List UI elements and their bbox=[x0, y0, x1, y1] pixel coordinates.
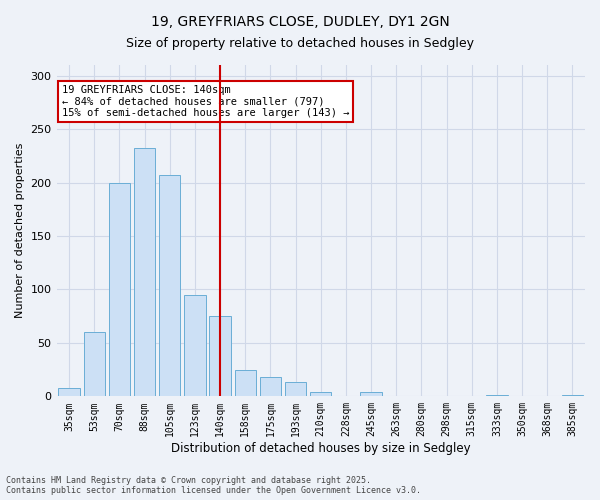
Bar bbox=[310, 392, 331, 396]
Bar bbox=[83, 332, 105, 396]
Bar bbox=[235, 370, 256, 396]
Bar bbox=[184, 295, 206, 396]
Bar bbox=[109, 182, 130, 396]
Text: 19 GREYFRIARS CLOSE: 140sqm
← 84% of detached houses are smaller (797)
15% of se: 19 GREYFRIARS CLOSE: 140sqm ← 84% of det… bbox=[62, 85, 349, 118]
Bar bbox=[260, 377, 281, 396]
Text: Size of property relative to detached houses in Sedgley: Size of property relative to detached ho… bbox=[126, 38, 474, 51]
Bar bbox=[361, 392, 382, 396]
Bar bbox=[209, 316, 231, 396]
Text: 19, GREYFRIARS CLOSE, DUDLEY, DY1 2GN: 19, GREYFRIARS CLOSE, DUDLEY, DY1 2GN bbox=[151, 15, 449, 29]
Text: Contains HM Land Registry data © Crown copyright and database right 2025.
Contai: Contains HM Land Registry data © Crown c… bbox=[6, 476, 421, 495]
Y-axis label: Number of detached properties: Number of detached properties bbox=[15, 143, 25, 318]
Bar bbox=[58, 388, 80, 396]
Bar bbox=[134, 148, 155, 396]
X-axis label: Distribution of detached houses by size in Sedgley: Distribution of detached houses by size … bbox=[171, 442, 470, 455]
Bar bbox=[159, 175, 181, 396]
Bar bbox=[285, 382, 307, 396]
